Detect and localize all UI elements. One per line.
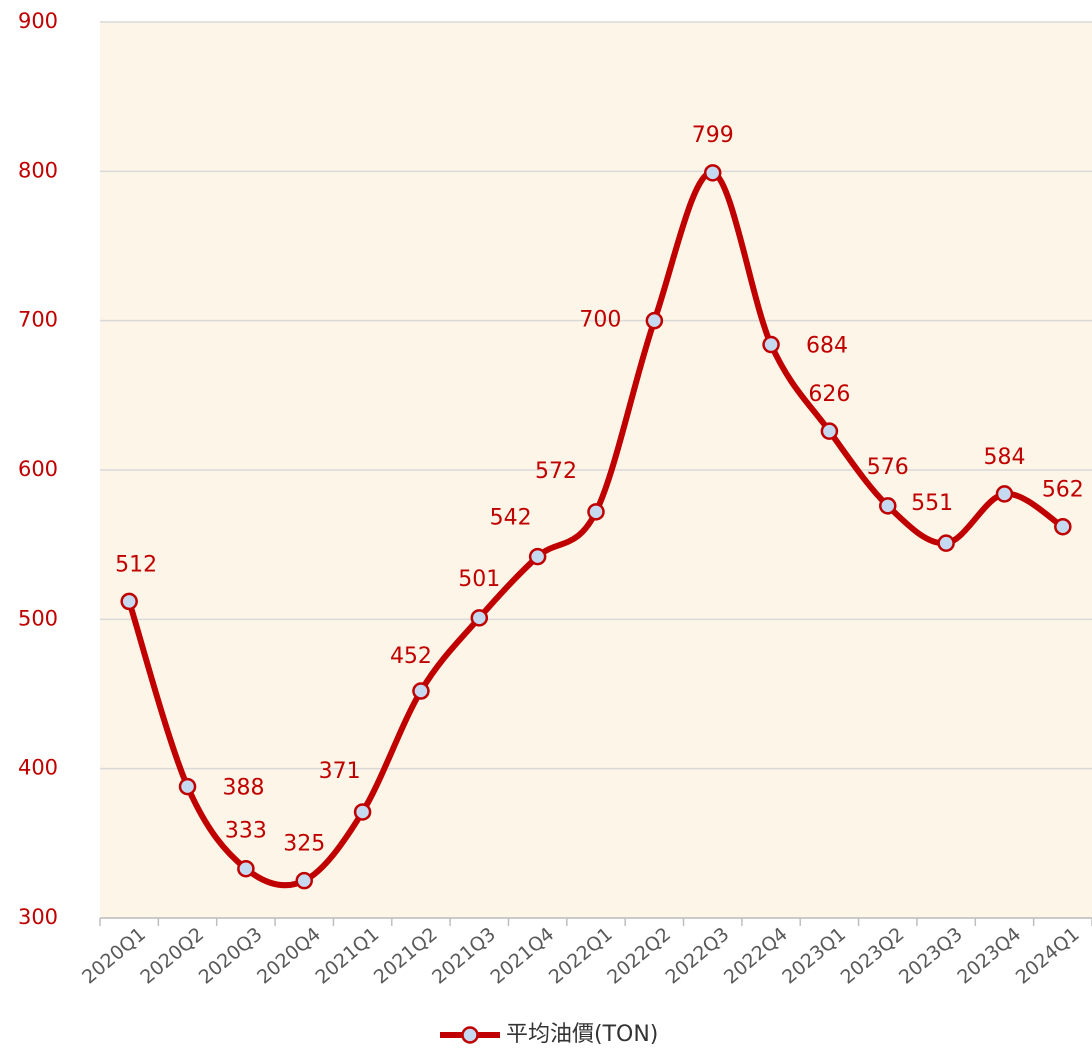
- x-tick-label: 2020Q3: [195, 923, 267, 988]
- data-label: 562: [1042, 478, 1084, 503]
- data-label: 551: [911, 491, 953, 516]
- x-tick-label: 2021Q3: [428, 923, 500, 988]
- x-tick-label: 2020Q2: [136, 923, 208, 988]
- data-label: 501: [458, 567, 500, 592]
- x-tick-label: 2023Q2: [837, 923, 909, 988]
- marker: [528, 547, 547, 566]
- y-tick-label: 500: [18, 606, 58, 630]
- data-label: 584: [983, 445, 1025, 470]
- marker: [879, 497, 897, 515]
- marker: [353, 803, 372, 821]
- data-label: 452: [390, 644, 432, 669]
- y-tick-label: 400: [18, 756, 58, 780]
- data-label: 542: [490, 506, 532, 531]
- data-label: 700: [579, 308, 621, 333]
- data-label: 325: [283, 832, 325, 857]
- x-tick-label: 2023Q3: [895, 923, 967, 988]
- marker: [412, 682, 430, 700]
- legend-marker: [461, 1026, 479, 1044]
- marker: [1054, 517, 1072, 536]
- x-tick-label: 2023Q4: [953, 923, 1025, 988]
- data-label: 626: [808, 382, 850, 407]
- marker: [703, 164, 722, 182]
- marker: [820, 422, 839, 440]
- marker: [237, 859, 255, 878]
- x-tick-label: 2023Q1: [778, 923, 850, 988]
- x-tick-label: 2022Q2: [603, 923, 675, 988]
- data-label: 572: [535, 459, 577, 484]
- data-label: 576: [867, 455, 909, 480]
- y-tick-label: 600: [18, 457, 58, 481]
- marker: [178, 777, 197, 796]
- data-label: 371: [319, 759, 361, 784]
- legend-label: 平均油價(TON): [506, 1022, 658, 1047]
- marker: [295, 871, 313, 890]
- marker: [995, 485, 1014, 503]
- x-tick-label: 2020Q4: [253, 923, 325, 988]
- marker: [120, 592, 138, 611]
- data-label: 799: [692, 123, 734, 148]
- marker: [937, 534, 955, 552]
- data-label: 684: [806, 334, 848, 359]
- marker: [470, 609, 489, 627]
- x-tick-label: 2021Q4: [486, 923, 558, 988]
- y-tick-label: 800: [18, 158, 58, 182]
- x-tick-label: 2022Q4: [720, 923, 792, 988]
- marker: [645, 311, 664, 330]
- x-tick-label: 2024Q1: [1012, 923, 1084, 988]
- x-tick-label: 2021Q2: [370, 923, 442, 988]
- data-label: 388: [223, 776, 265, 801]
- y-tick-label: 700: [18, 308, 58, 332]
- x-tick-label: 2022Q3: [662, 923, 734, 988]
- x-tick-label: 2021Q1: [311, 923, 383, 988]
- x-tick-label: 2022Q1: [545, 923, 617, 988]
- x-tick-label: 2020Q1: [78, 923, 150, 988]
- data-label: 512: [115, 552, 157, 577]
- marker: [762, 335, 780, 354]
- data-label: 333: [225, 819, 267, 844]
- y-tick-label: 300: [18, 905, 58, 929]
- marker: [587, 503, 605, 521]
- y-tick-label: 900: [18, 9, 58, 33]
